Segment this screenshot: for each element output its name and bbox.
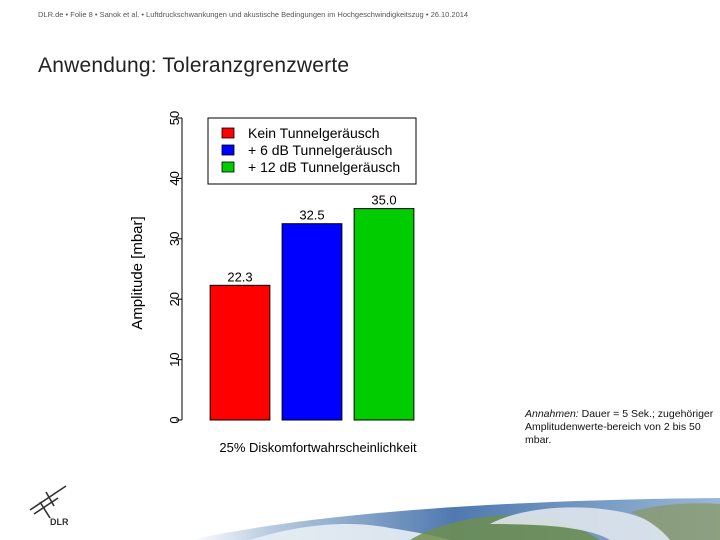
legend-entry: Kein Tunnelgeräusch [248, 125, 380, 141]
y-tick-label: 10 [167, 352, 182, 366]
y-tick-label: 0 [167, 416, 182, 423]
note-label: Annahmen: [525, 408, 579, 420]
y-tick-label: 50 [167, 111, 182, 125]
bar-value-label: 22.3 [227, 269, 252, 284]
header-authors: Sanok et al. [99, 10, 140, 19]
legend-swatch [221, 161, 235, 173]
bar [353, 208, 415, 421]
bar [281, 223, 343, 421]
legend-box [207, 117, 417, 185]
legend-swatch [221, 127, 235, 139]
y-tick-label: 20 [167, 292, 182, 306]
header-separator: • [65, 10, 69, 19]
legend-entry: + 12 dB Tunnelgeräusch [248, 159, 400, 175]
y-tick-label: 30 [167, 232, 182, 246]
y-tick-label: 40 [167, 171, 182, 185]
dlr-logo: DLR [29, 485, 69, 527]
logo-text: DLR [50, 517, 69, 527]
bar-value-label: 35.0 [371, 193, 396, 208]
earth-image-band [190, 498, 720, 540]
header-date: 26.10.2014 [430, 10, 469, 19]
header-site: DLR.de [38, 10, 64, 19]
bar [209, 284, 271, 421]
legend-swatch [221, 144, 235, 156]
slide-header: DLR.de • Folie 8 • Sanok et al. • Luftdr… [38, 10, 468, 19]
legend-entry: + 6 dB Tunnelgeräusch [248, 142, 392, 158]
header-separator: • [141, 10, 144, 19]
header-separator: • [94, 10, 98, 19]
header-slide-number: Folie 8 [70, 10, 93, 19]
x-axis-label: 25% Diskomfortwahrscheinlichkeit [219, 440, 417, 455]
assumption-note: Annahmen: Dauer = 5 Sek.; zugehöriger Am… [525, 408, 715, 447]
header-separator: • [425, 10, 429, 19]
y-axis-label: Amplitude [mbar] [129, 216, 146, 329]
header-topic: Luftdruckschwankungen und akustische Bed… [146, 10, 424, 19]
bar-value-label: 32.5 [299, 208, 324, 223]
slide-title: Anwendung: Toleranzgrenzwerte [38, 54, 350, 77]
bar-chart: 0 10 20 30 40 50 Amplitude [mbar] 22.3 32.5 35.0 2… [129, 111, 417, 455]
note-text: Dauer = 5 Sek.; zugehöriger Amplitudenwe… [525, 408, 714, 446]
